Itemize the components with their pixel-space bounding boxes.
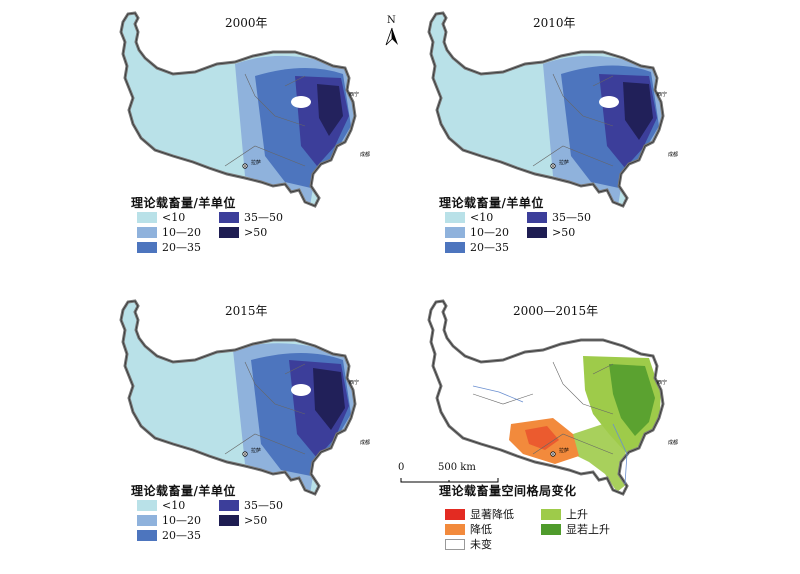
scale-start: 0: [398, 462, 405, 473]
legend-item-5: 显若上升: [541, 523, 610, 536]
legend-swatch: [527, 211, 547, 223]
legend-swatch: [219, 226, 239, 238]
legend-swatch: [219, 211, 239, 223]
capacity-legend: 理论载畜量/羊单位 <10 10—20 20—35 35—50 >50: [131, 482, 331, 542]
legend-swatch: [137, 514, 157, 526]
panel-title: 2010年: [533, 16, 576, 30]
chengdu-label: 成都: [360, 439, 370, 446]
legend-item-4: 35—50: [219, 499, 283, 512]
legend-item-3: 20—35: [137, 241, 201, 254]
legend-item-2: 10—20: [137, 514, 201, 527]
legend-title: 理论载畜量空间格局变化: [439, 484, 577, 498]
legend-swatch: [219, 514, 239, 526]
lhasa-label: 拉萨: [251, 159, 261, 166]
legend-item-5: >50: [219, 226, 267, 239]
map-panel-2010: 拉萨 成都 西宁 2010年 理论载畜量/羊单位 <10 10—20 20—35…: [413, 6, 713, 256]
legend-swatch: [541, 508, 561, 520]
legend-swatch: [137, 529, 157, 541]
legend-item-2: 降低: [445, 523, 492, 536]
change-legend: 理论载畜量空间格局变化 显著降低 降低 未变 上升 显若上升: [439, 482, 659, 551]
legend-swatch: [445, 241, 465, 253]
capacity-legend: 理论载畜量/羊单位 <10 10—20 20—35 35—50 >50: [131, 194, 331, 254]
legend-item-1: <10: [137, 211, 185, 224]
legend-item-3: 20—35: [445, 241, 509, 254]
plateau-map: 拉萨 成都 西宁: [119, 11, 370, 208]
legend-item-5: >50: [527, 226, 575, 239]
legend-swatch: [219, 499, 239, 511]
panel-title: 2000年: [225, 16, 268, 30]
legend-title: 理论载畜量/羊单位: [439, 196, 544, 210]
legend-swatch: [445, 508, 465, 520]
capacity-legend: 理论载畜量/羊单位 <10 10—20 20—35 35—50 >50: [439, 194, 639, 254]
lhasa-label: 拉萨: [251, 447, 261, 454]
chengdu-label: 成都: [668, 151, 678, 158]
legend-item-1: 显著降低: [445, 508, 514, 521]
xining-label: 西宁: [657, 91, 667, 98]
legend-item-1: <10: [137, 499, 185, 512]
legend-swatch: [137, 499, 157, 511]
legend-swatch: [445, 211, 465, 223]
legend-swatch: [445, 226, 465, 238]
legend-item-2: 10—20: [445, 226, 509, 239]
plateau-map: 拉萨 成都 西宁: [119, 299, 370, 496]
chengdu-label: 成都: [360, 151, 370, 158]
legend-item-3: 20—35: [137, 529, 201, 542]
scale-line: [400, 478, 499, 483]
panel-title: 2015年: [225, 304, 268, 318]
map-panel-change: 拉萨 成都 西宁 2000—2015年 理论载畜量空间格局变化 显著降低 降低 …: [413, 294, 713, 551]
legend-swatch: [137, 241, 157, 253]
legend-swatch: [445, 538, 465, 550]
north-arrow-icon: [385, 27, 398, 46]
legend-item-2: 10—20: [137, 226, 201, 239]
legend-item-4: 35—50: [219, 211, 283, 224]
map-panel-2015: 拉萨 成都 西宁 2015年 理论载畜量/羊单位 <10 10—20 20—35…: [105, 294, 405, 544]
legend-item-3: 未变: [445, 538, 492, 551]
legend-swatch: [541, 523, 561, 535]
scale-end: 500 km: [438, 462, 476, 473]
plateau-map: 拉萨 成都 西宁: [427, 11, 678, 208]
scale-bar: 0 500 km: [398, 462, 508, 488]
legend-title: 理论载畜量/羊单位: [131, 484, 236, 498]
legend-swatch: [445, 523, 465, 535]
legend-title: 理论载畜量/羊单位: [131, 196, 236, 210]
legend-item-4: 35—50: [527, 211, 591, 224]
legend-item-4: 上升: [541, 508, 588, 521]
north-arrow: N: [383, 15, 401, 47]
lhasa-label: 拉萨: [559, 447, 569, 454]
legend-swatch: [137, 211, 157, 223]
map-panel-2000: 拉萨 成都 西宁 2000年 理论载畜量/羊单位 <10 10—20 20—35…: [105, 6, 405, 256]
panel-title: 2000—2015年: [513, 304, 599, 318]
xining-label: 西宁: [349, 91, 359, 98]
chengdu-label: 成都: [668, 439, 678, 446]
legend-swatch: [137, 226, 157, 238]
legend-item-1: <10: [445, 211, 493, 224]
legend-swatch: [527, 226, 547, 238]
plateau-map: 拉萨 成都 西宁: [427, 299, 678, 496]
xining-label: 西宁: [349, 379, 359, 386]
lhasa-label: 拉萨: [559, 159, 569, 166]
xining-label: 西宁: [657, 379, 667, 386]
legend-item-5: >50: [219, 514, 267, 527]
north-label: N: [387, 15, 396, 26]
